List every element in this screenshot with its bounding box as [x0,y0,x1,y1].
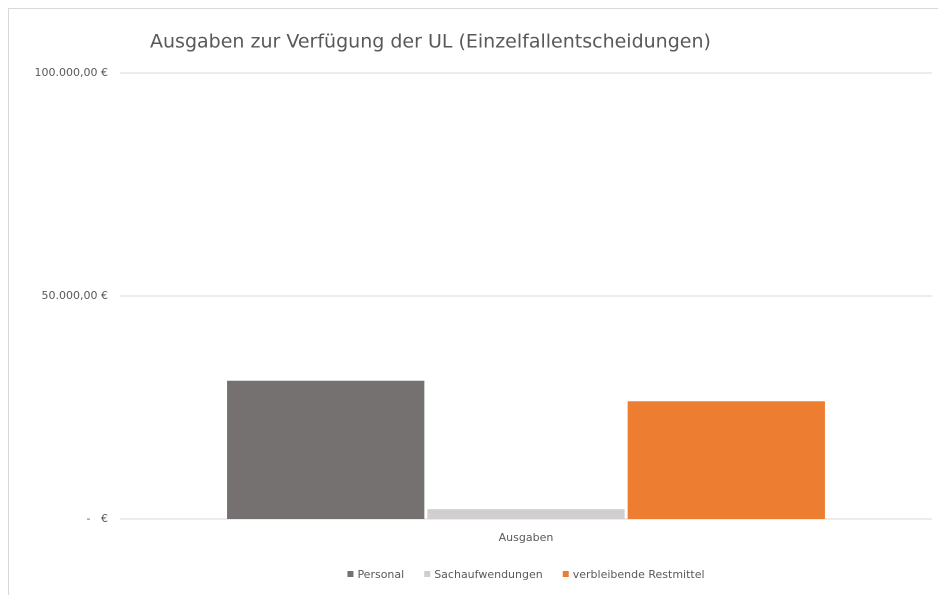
legend-marker [562,571,569,577]
bar [627,401,825,519]
y-tick-label: 50.000,00 € [42,289,108,302]
legend-label: verbleibende Restmittel [573,568,705,581]
y-tick-label: 100.000,00 € [35,66,108,79]
bar [227,380,425,519]
x-tick-label: Ausgaben [499,531,554,544]
legend-marker [347,571,354,577]
bar [427,509,625,519]
chart-title: Ausgaben zur Verfügung der UL (Einzelfal… [150,31,711,53]
chart-frame [8,8,938,595]
legend-marker [424,571,431,577]
legend-label: Personal [357,568,404,581]
legend-label: Sachaufwendungen [434,568,543,581]
y-tick-label: - € [87,512,108,525]
